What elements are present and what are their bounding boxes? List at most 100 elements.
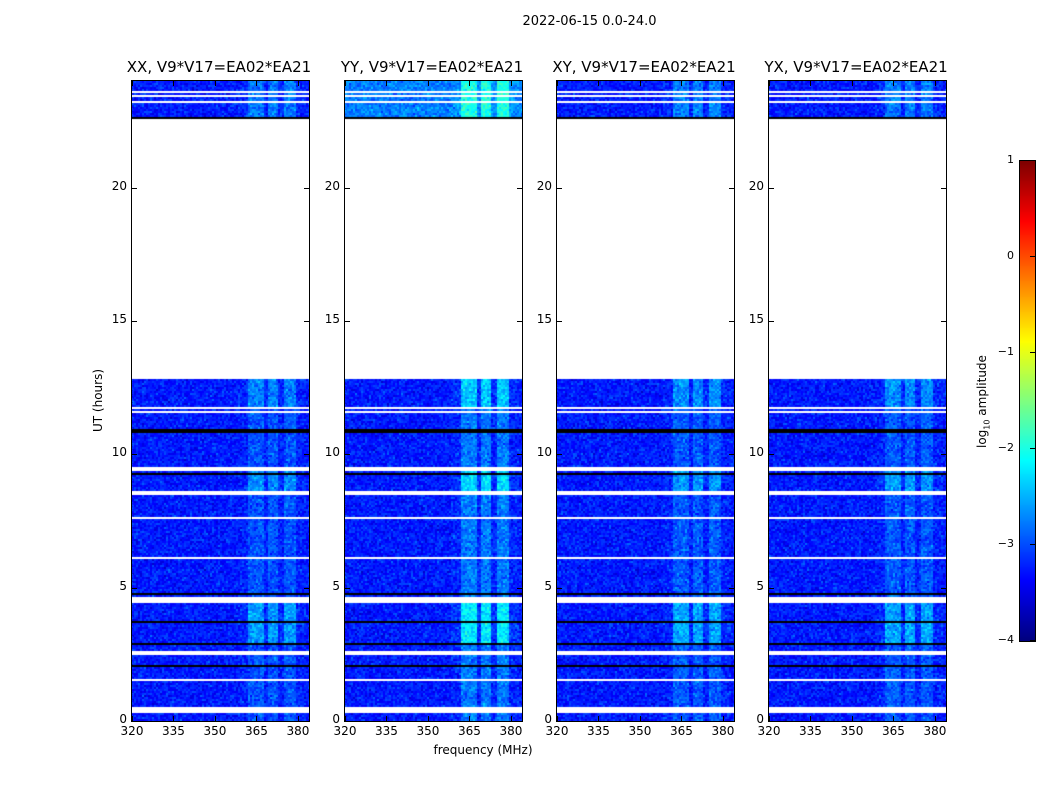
y-tick [941,187,946,189]
x-tick-label: 380 [499,724,523,738]
x-tick [469,81,471,86]
colorbar-tick [1030,256,1035,257]
y-tick [941,721,946,722]
y-tick [729,454,734,456]
x-tick-label: 320 [333,724,357,738]
y-tick [557,721,562,722]
y-tick-label: 0 [544,712,552,726]
y-tick-label: 0 [756,712,764,726]
x-tick [639,716,641,721]
y-tick [517,454,522,456]
y-tick [345,454,350,456]
colorbar-tick-label: −3 [997,537,1014,550]
x-tick-label: 335 [162,724,185,738]
x-tick [427,716,429,721]
x-tick [345,716,346,721]
y-tick [132,321,137,322]
x-tick [510,716,512,721]
y-tick [769,321,774,322]
x-tick [769,81,770,86]
heatmap-image [557,81,734,721]
x-tick-label: 320 [120,724,144,738]
y-tick [557,187,562,189]
y-tick [304,187,309,189]
y-tick-label: 15 [748,312,764,326]
y-tick-label: 5 [332,578,340,593]
x-tick [132,81,133,86]
x-tick [214,81,216,86]
x-tick-label: 320 [545,724,569,738]
panel-title: YY, V9*V17=EA02*EA21 [340,58,524,76]
y-tick-label: 0 [119,712,127,726]
colorbar-tick-label: 1 [1007,153,1014,166]
colorbar-tick [1030,160,1035,161]
x-tick [214,716,216,721]
heatmap-image [132,81,309,721]
x-tick [893,81,895,86]
x-tick [598,81,600,86]
figure-title: 2022-06-15 0.0-24.0 [522,14,657,29]
colorbar-tick-label: −2 [997,441,1014,454]
x-tick-label: 365 [245,724,268,738]
y-tick [304,454,309,456]
y-tick [304,587,309,589]
x-tick [934,716,936,721]
x-tick [386,81,388,86]
x-tick [557,716,558,721]
y-tick [557,454,562,456]
y-tick [729,587,734,589]
x-tick-label: 380 [923,724,947,738]
x-tick-label: 320 [757,724,781,738]
y-tick-label: 5 [544,578,552,593]
x-tick [810,716,812,721]
colorbar-tick-label: −1 [997,345,1014,358]
x-tick [934,81,936,86]
y-tick [132,721,137,722]
x-tick-label: 365 [882,724,905,738]
y-tick [132,187,137,189]
y-tick [132,587,137,589]
x-tick [132,716,133,721]
y-tick [729,721,734,722]
y-tick [941,454,946,456]
y-tick-label: 10 [324,445,340,460]
y-tick-label: 0 [332,712,340,726]
y-tick [729,187,734,189]
heatmap-image [769,81,946,721]
y-tick [941,321,946,322]
colorbar-tick-label: 0 [1007,249,1014,262]
x-tick-label: 365 [458,724,481,738]
y-tick [345,721,350,722]
y-tick [345,321,350,322]
x-tick-label: 335 [799,724,822,738]
y-tick [557,587,562,589]
colorbar-tick [1030,640,1035,641]
x-tick [681,716,683,721]
y-tick-label: 20 [536,178,552,193]
x-tick [297,81,299,86]
x-tick [510,81,512,86]
x-tick [851,81,853,86]
x-tick [173,716,175,721]
y-tick-label: 15 [111,312,127,326]
x-tick-label: 380 [711,724,735,738]
y-tick-label: 5 [119,578,127,593]
y-tick [304,721,309,722]
y-tick-label: 10 [536,445,552,460]
y-tick [769,187,774,189]
x-tick [345,81,346,86]
x-tick-label: 365 [670,724,693,738]
colorbar-tick [1030,544,1035,545]
y-tick [769,721,774,722]
y-axis-label: UT (hours) [91,368,105,432]
panel-title: XY, V9*V17=EA02*EA21 [552,58,736,76]
x-tick-label: 335 [587,724,610,738]
x-tick-label: 350 [840,724,864,738]
y-tick-label: 20 [324,178,340,193]
waterfall-panel [768,80,947,722]
colorbar-tick [1030,352,1035,353]
x-tick [851,716,853,721]
y-tick [557,321,562,322]
x-tick [469,716,471,721]
y-tick [345,587,350,589]
